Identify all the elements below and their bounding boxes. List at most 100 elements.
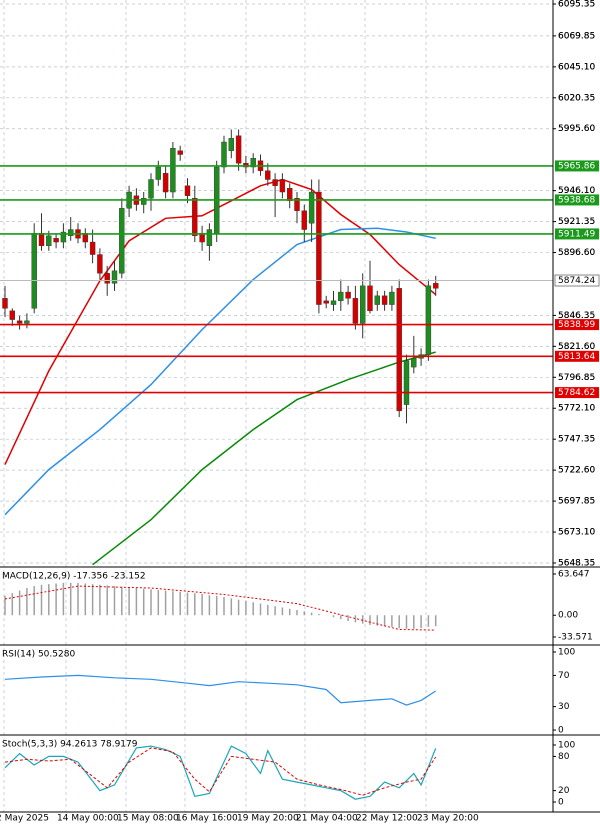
candle-body	[367, 285, 373, 312]
candle-body	[177, 150, 183, 155]
candle-body	[433, 283, 439, 289]
y-tick-label: 0	[558, 798, 564, 808]
candle-body	[89, 241, 96, 255]
candle-body	[425, 285, 432, 355]
candle-body	[9, 310, 16, 320]
y-tick-label: 5796.85	[558, 373, 595, 383]
level-label-box	[555, 194, 599, 206]
candle-body	[301, 210, 307, 230]
y-tick-label: 5673.10	[558, 528, 595, 538]
x-label: 15 May 08:00	[117, 814, 179, 824]
panel-label: Stoch(5,3,3) 94.2613 78.9179	[2, 740, 138, 750]
y-tick-label: 6069.85	[558, 31, 595, 41]
level-label: 5911.49	[558, 229, 595, 239]
x-label: 23 May 20:00	[417, 814, 479, 824]
level-label-box	[554, 274, 600, 287]
level-label-box	[555, 319, 599, 331]
candle-body	[287, 188, 293, 201]
y-tick-label: 100	[558, 741, 575, 751]
y-tick-label: 5995.60	[558, 124, 595, 134]
y-tick-label: 6069.85	[558, 31, 595, 41]
y-tick-label: 5946.10	[558, 186, 595, 196]
y-tick-label: 5796.85	[558, 373, 595, 383]
candle-body	[119, 208, 125, 274]
panel-label: RSI(14) 50.5280	[2, 650, 75, 660]
line	[4, 745, 437, 800]
y-tick-label: 5846.35	[558, 311, 595, 321]
y-tick-label: 6020.35	[558, 93, 595, 103]
y-tick-label: 5673.10	[558, 528, 595, 538]
candle-body	[162, 173, 169, 193]
y-tick-label: 5648.35	[558, 558, 595, 568]
y-tick-label: 6045.10	[558, 62, 595, 72]
y-tick-label: 0	[558, 726, 564, 736]
candle-body	[228, 138, 235, 151]
line	[4, 585, 436, 631]
y-tick-label: 5772.10	[558, 404, 595, 414]
x-label: 14 May 00:00	[57, 814, 119, 824]
candle-body	[352, 298, 359, 324]
y-tick-label: -33.571	[558, 632, 593, 642]
candle-body	[396, 288, 402, 412]
candle-body	[192, 198, 198, 236]
candle-body	[53, 238, 59, 243]
candle-body	[308, 191, 315, 224]
candle-body	[221, 141, 227, 168]
candle-body	[46, 235, 52, 246]
candle-body	[411, 358, 417, 368]
y-tick-label: 5946.10	[558, 186, 595, 196]
candle-body	[170, 148, 176, 193]
candle-body	[389, 291, 395, 305]
y-tick-label: 5722.60	[558, 466, 595, 476]
candle-body	[338, 291, 344, 302]
y-tick-label: 63.647	[558, 569, 590, 579]
candle-body	[206, 229, 213, 246]
y-tick-label: 5747.35	[558, 435, 595, 445]
level-label: 5838.99	[558, 320, 595, 330]
level-label: 5965.86	[558, 161, 595, 171]
candle-body	[67, 229, 74, 236]
y-tick-label: 5821.60	[558, 342, 595, 352]
y-tick-label: 5921.35	[558, 217, 595, 227]
x-label: 22 May 12:00	[356, 814, 418, 824]
candle-body	[235, 135, 242, 164]
y-tick-label: 30	[558, 702, 570, 712]
candle-body	[104, 273, 110, 284]
y-tick-label: 5772.10	[558, 404, 595, 414]
candle-body	[345, 291, 351, 299]
y-tick-label: 5722.60	[558, 466, 595, 476]
y-tick-label: 5821.60	[558, 342, 595, 352]
y-tick-label: 5697.85	[558, 497, 595, 507]
candle-body	[294, 198, 300, 211]
y-tick-label: 5648.35	[558, 558, 595, 568]
line	[4, 747, 437, 796]
x-label: 16 May 16:00	[176, 814, 238, 824]
y-tick-label: 70	[558, 671, 570, 681]
y-tick-label: 0.00	[558, 611, 578, 621]
candle-body	[155, 166, 162, 180]
y-tick-label: 6045.10	[558, 62, 595, 72]
level-label: 5813.64	[558, 352, 595, 362]
y-tick-label: 6095.35	[558, 0, 595, 10]
y-tick-label: 5846.35	[558, 311, 595, 321]
candle-body	[111, 270, 118, 284]
candle-body	[381, 295, 388, 305]
candle-body	[323, 300, 329, 304]
candle-body	[184, 185, 191, 196]
y-tick-label: 5921.35	[558, 217, 595, 227]
level-label-box	[555, 387, 599, 399]
candle-body	[279, 179, 286, 193]
level-label-box	[555, 350, 599, 362]
candle-body	[60, 231, 67, 243]
y-tick-label: 5896.60	[558, 248, 595, 258]
y-tick-label: 20	[558, 786, 570, 796]
line	[92, 351, 436, 566]
y-tick-label: 5896.60	[558, 248, 595, 258]
x-label: 19 May 20:00	[237, 814, 299, 824]
level-label-box	[555, 160, 599, 172]
candle-body	[2, 298, 8, 309]
y-tick-label: 6095.35	[558, 0, 595, 10]
candle-body	[330, 300, 337, 305]
